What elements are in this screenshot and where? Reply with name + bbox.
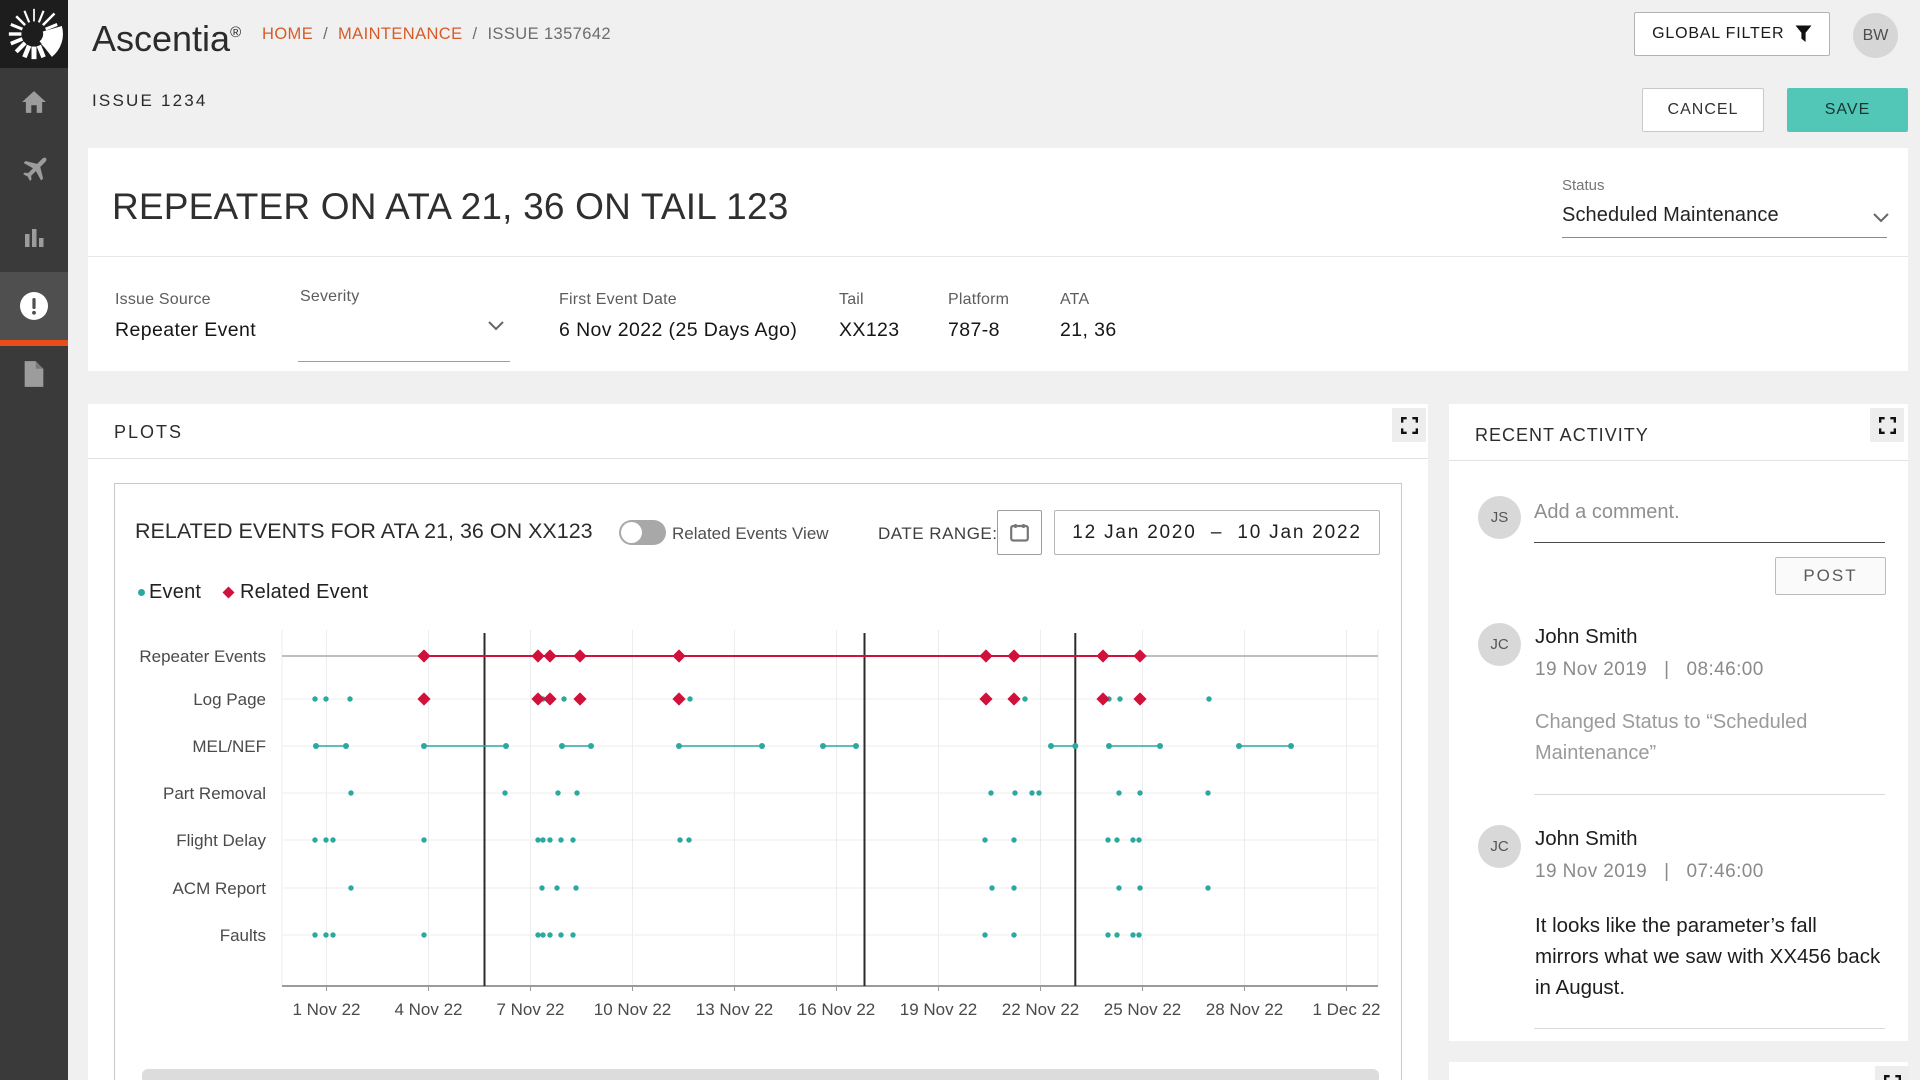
svg-text:19 Nov 22: 19 Nov 22: [900, 1000, 978, 1019]
svg-text:Part Removal: Part Removal: [163, 784, 266, 803]
svg-text:Repeater Events: Repeater Events: [139, 647, 266, 666]
svg-text:ACM Report: ACM Report: [172, 879, 266, 898]
svg-text:1 Dec 22: 1 Dec 22: [1312, 1000, 1380, 1019]
svg-text:13 Nov 22: 13 Nov 22: [696, 1000, 774, 1019]
svg-text:Faults: Faults: [220, 926, 266, 945]
svg-text:1 Nov 22: 1 Nov 22: [292, 1000, 360, 1019]
svg-text:Log Page: Log Page: [193, 690, 266, 709]
svg-text:16 Nov 22: 16 Nov 22: [798, 1000, 876, 1019]
svg-text:7 Nov 22: 7 Nov 22: [496, 1000, 564, 1019]
svg-text:28 Nov 22: 28 Nov 22: [1206, 1000, 1284, 1019]
svg-text:MEL/NEF: MEL/NEF: [192, 737, 266, 756]
svg-text:4 Nov 22: 4 Nov 22: [394, 1000, 462, 1019]
svg-text:10 Nov 22: 10 Nov 22: [594, 1000, 672, 1019]
svg-text:Flight Delay: Flight Delay: [176, 831, 266, 850]
svg-text:22 Nov 22: 22 Nov 22: [1002, 1000, 1080, 1019]
svg-text:25 Nov 22: 25 Nov 22: [1104, 1000, 1182, 1019]
